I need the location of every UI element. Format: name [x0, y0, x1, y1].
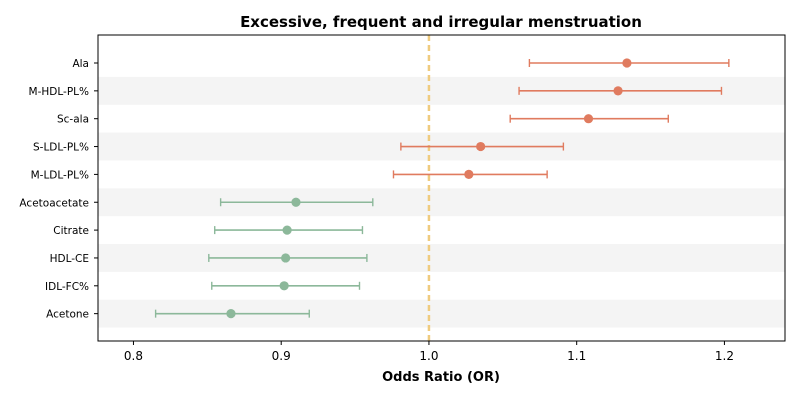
or-point-Acetoacetate	[291, 197, 301, 207]
plot-frame	[97, 34, 786, 342]
row-labels-layer: Ala M-HDL-PL% Sc-ala S-LDL-PL% M-LDL-PL% Acet…	[19, 58, 89, 321]
or-point-Ala	[622, 58, 632, 68]
row-band	[98, 244, 785, 272]
x-tick-label: 1.0	[419, 349, 438, 363]
or-point-S-LDL-PL%	[476, 141, 486, 152]
or-point-Acetone	[226, 309, 236, 319]
or-point-Citrate	[282, 225, 292, 235]
x-tick-label: 0.8	[124, 349, 143, 363]
axes-layer: 0.8 0.9 1.0 1.1 1.2	[94, 34, 786, 363]
or-point-M-HDL-PL%	[613, 86, 623, 96]
chart-title: Excessive, frequent and irregular menstr…	[240, 13, 642, 31]
row-label: Acetoacetate	[19, 197, 89, 209]
row-label: Sc-ala	[57, 114, 89, 126]
row-bands	[98, 76, 785, 328]
x-tick-label: 1.2	[715, 349, 734, 363]
or-point-IDL-FC%	[279, 281, 289, 291]
or-point-HDL-CE	[281, 253, 291, 263]
row-label: Acetone	[46, 309, 89, 321]
row-label: S-LDL-PL%	[33, 142, 89, 154]
or-point-M-LDL-PL%	[464, 169, 474, 179]
x-tick-label: 1.1	[567, 349, 586, 363]
row-label: Ala	[72, 58, 89, 70]
row-label: IDL-FC%	[45, 281, 89, 293]
row-label: M-LDL-PL%	[31, 169, 89, 181]
row-band	[98, 188, 785, 217]
row-label: HDL-CE	[50, 253, 89, 265]
row-label: M-HDL-PL%	[29, 86, 89, 98]
x-axis-label: Odds Ratio (OR)	[382, 370, 500, 385]
or-point-Sc-ala	[583, 114, 594, 124]
row-label: Citrate	[53, 225, 89, 237]
x-tick-label: 0.9	[272, 349, 291, 363]
error-bars-layer	[154, 58, 730, 319]
